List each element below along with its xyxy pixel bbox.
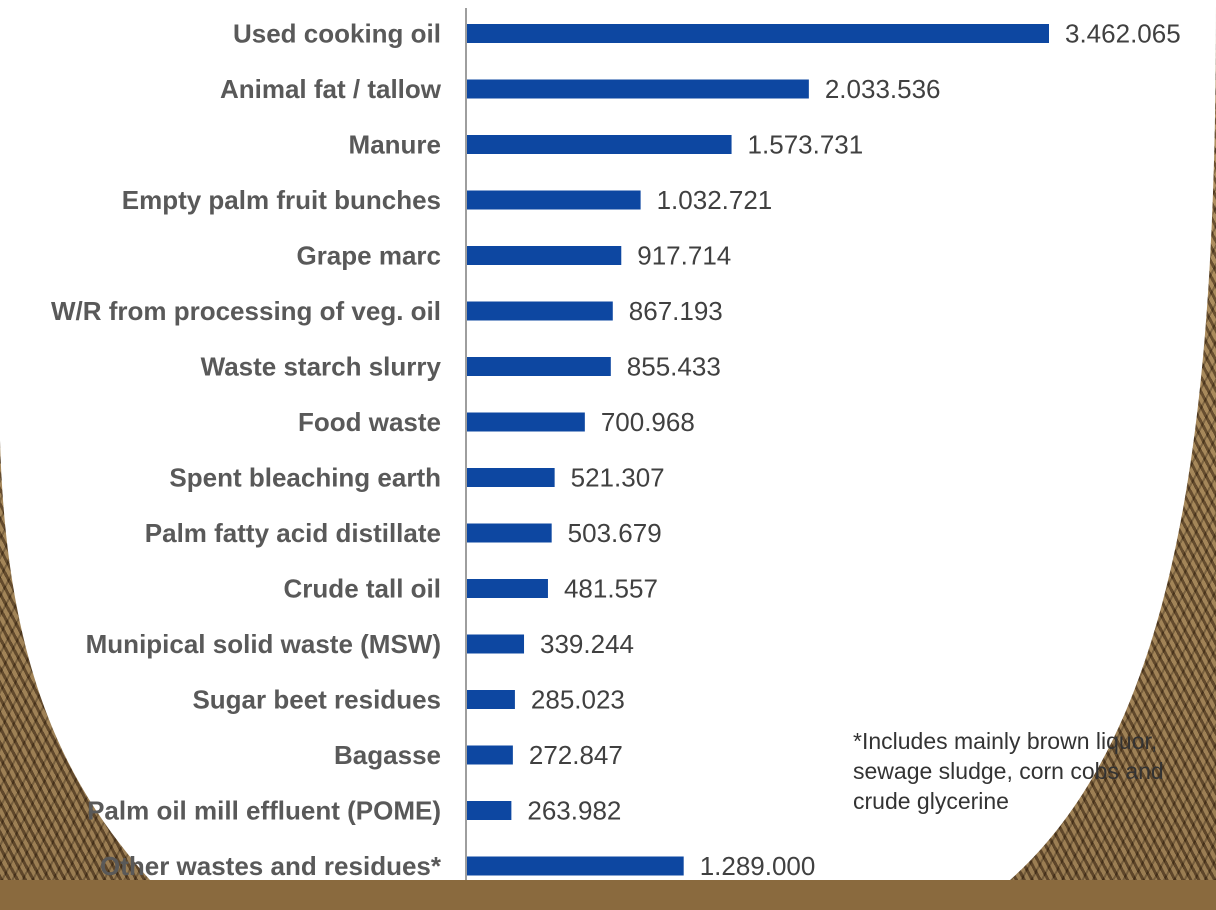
data-label: 867.193 bbox=[629, 296, 723, 326]
bar bbox=[467, 301, 613, 321]
category-label: Food waste bbox=[298, 407, 441, 437]
bar bbox=[467, 468, 555, 487]
data-label: 481.557 bbox=[564, 574, 658, 604]
data-label: 917.714 bbox=[637, 241, 731, 271]
data-label: 2.033.536 bbox=[825, 74, 941, 104]
bar-chart: Used cooking oil 3.462.065 Animal fat / ta… bbox=[51, 8, 1181, 881]
bar bbox=[467, 801, 512, 820]
data-label: 1.032.721 bbox=[657, 185, 773, 215]
bar bbox=[467, 579, 548, 598]
category-label: Other wastes and residues* bbox=[100, 851, 442, 880]
data-label: 263.982 bbox=[527, 796, 621, 826]
data-label: 503.679 bbox=[568, 518, 662, 548]
bar bbox=[467, 24, 1049, 43]
data-label: 1.573.731 bbox=[748, 130, 864, 160]
bar bbox=[467, 745, 513, 765]
category-label: Used cooking oil bbox=[233, 19, 441, 49]
bar bbox=[467, 856, 684, 876]
category-label: Waste starch slurry bbox=[201, 352, 442, 382]
category-label: W/R from processing of veg. oil bbox=[51, 296, 441, 326]
category-label: Bagasse bbox=[334, 740, 441, 770]
data-label: 272.847 bbox=[529, 740, 623, 770]
data-label: 521.307 bbox=[571, 463, 665, 493]
category-label: Sugar beet residues bbox=[192, 685, 441, 715]
category-label: Munipical solid waste (MSW) bbox=[86, 629, 441, 659]
category-label: Grape marc bbox=[296, 241, 441, 271]
bar bbox=[467, 246, 622, 265]
category-label: Crude tall oil bbox=[284, 574, 441, 604]
bar bbox=[467, 190, 641, 210]
category-label: Palm oil mill effluent (POME) bbox=[87, 796, 441, 826]
bar bbox=[467, 523, 552, 543]
bar bbox=[467, 690, 515, 709]
category-label: Animal fat / tallow bbox=[220, 74, 442, 104]
bars-group: Used cooking oil 3.462.065 Animal fat / ta… bbox=[51, 19, 1181, 881]
data-label: 339.244 bbox=[540, 629, 634, 659]
bar bbox=[467, 357, 611, 376]
category-label: Manure bbox=[349, 130, 441, 160]
data-label: 3.462.065 bbox=[1065, 19, 1181, 49]
bar bbox=[467, 634, 525, 654]
data-label: 285.023 bbox=[531, 685, 625, 715]
data-label: 855.433 bbox=[627, 352, 721, 382]
bar bbox=[467, 135, 732, 154]
bar bbox=[467, 79, 809, 99]
category-label: Palm fatty acid distillate bbox=[145, 518, 441, 548]
data-label: 700.968 bbox=[601, 407, 695, 437]
footnote: *Includes mainly brown liquor, sewage sl… bbox=[853, 728, 1164, 814]
bar bbox=[467, 412, 585, 432]
data-label: 1.289.000 bbox=[700, 851, 816, 880]
category-label: Empty palm fruit bunches bbox=[122, 185, 441, 215]
category-label: Spent bleaching earth bbox=[169, 463, 441, 493]
